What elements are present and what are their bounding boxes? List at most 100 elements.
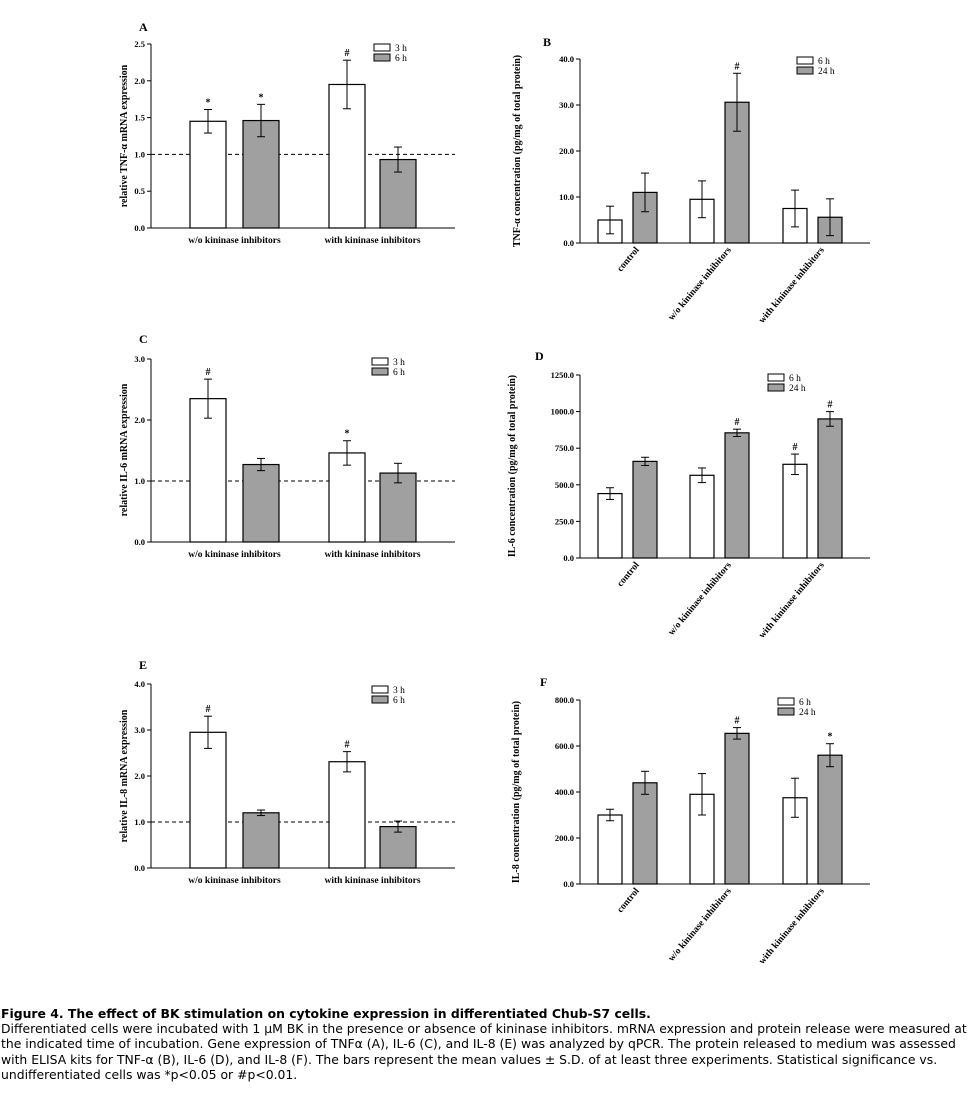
legend-swatch: [796, 56, 814, 65]
legend-label: 24 h: [799, 708, 816, 718]
category-label: w/o kininase inhibitors: [667, 560, 734, 637]
category-label: w/o kininase inhibitors: [667, 886, 734, 963]
category-label: w/o kininase inhibitors: [667, 245, 734, 322]
y-tick-label: 3.0: [134, 354, 145, 364]
panel-letter: F: [540, 675, 547, 689]
bar: [189, 398, 227, 543]
y-tick-label: 2.0: [134, 415, 145, 425]
significance-mark: #: [735, 61, 740, 72]
bar: [597, 814, 623, 885]
legend-swatch: [767, 383, 785, 392]
significance-mark: *: [206, 98, 211, 109]
category-label: with kininase inhibitors: [324, 876, 420, 886]
category-label: with kininase inhibitors: [757, 560, 827, 640]
y-tick-label: 200.0: [555, 833, 574, 843]
y-tick-label: 10.0: [559, 192, 574, 202]
bar: [328, 761, 366, 869]
y-tick-label: 2.0: [134, 76, 145, 86]
y-tick-label: 1000.0: [551, 407, 574, 417]
bar: [817, 754, 843, 885]
category-label: with kininase inhibitors: [324, 550, 420, 560]
y-tick-label: 500.0: [555, 480, 574, 490]
category-label: with kininase inhibitors: [324, 236, 420, 246]
legend-label: 3 h: [393, 358, 405, 368]
legend-swatch: [371, 695, 389, 704]
significance-mark: #: [793, 442, 798, 453]
category-label: control: [616, 560, 642, 589]
significance-mark: #: [735, 716, 740, 727]
figure-caption: Figure 4. The effect of BK stimulation o…: [1, 1006, 973, 1082]
legend-label: 24 h: [818, 67, 835, 77]
panel-letter: E: [139, 658, 147, 672]
category-label: w/o kininase inhibitors: [188, 236, 281, 246]
bar: [632, 782, 658, 885]
significance-mark: *: [828, 732, 833, 743]
chart-panel-f: F IL-8 concentration (pg/mg of total prot…: [511, 675, 870, 967]
bar: [724, 432, 750, 559]
bar: [189, 731, 227, 869]
y-tick-label: 30.0: [559, 100, 574, 110]
y-tick-label: 750.0: [555, 443, 574, 453]
y-tick-label: 800.0: [555, 695, 574, 705]
significance-mark: #: [206, 704, 211, 715]
bar: [597, 492, 623, 559]
y-tick-label: 20.0: [559, 146, 574, 156]
y-tick-label: 0.0: [563, 553, 574, 563]
bar: [379, 472, 417, 543]
bar: [379, 825, 417, 869]
significance-mark: #: [828, 400, 833, 411]
panel-letter: B: [543, 35, 551, 49]
legend-label: 6 h: [395, 54, 407, 64]
y-tick-label: 0.0: [134, 863, 145, 873]
chart-panel-d: D IL-6 concentration (pg/mg of total prot…: [507, 349, 870, 641]
y-axis-label: IL-8 concentration (pg/mg of total prote…: [511, 701, 522, 883]
chart-panel-b: B TNF-α concentration (pg/mg of total pro…: [512, 35, 870, 326]
category-label: with kininase inhibitors: [757, 245, 827, 325]
y-tick-label: 600.0: [555, 741, 574, 751]
legend-swatch: [371, 685, 389, 694]
bar: [242, 463, 280, 543]
panel-letter: D: [535, 349, 544, 363]
y-tick-label: 250.0: [555, 516, 574, 526]
y-tick-label: 1.5: [134, 113, 145, 123]
legend-label: 6 h: [393, 696, 405, 706]
y-tick-label: 0.5: [134, 186, 145, 196]
significance-mark: #: [345, 48, 350, 59]
y-tick-label: 0.0: [563, 238, 574, 248]
y-tick-label: 0.0: [134, 537, 145, 547]
bar: [782, 463, 808, 559]
y-tick-label: 1.0: [134, 817, 145, 827]
bar: [242, 812, 280, 869]
significance-mark: #: [735, 417, 740, 428]
y-axis-label: relative IL-6 mRNA expression: [119, 383, 130, 516]
y-tick-label: 4.0: [134, 679, 145, 689]
legend-swatch: [777, 697, 795, 706]
significance-mark: #: [206, 367, 211, 378]
legend-swatch: [796, 66, 814, 75]
legend-label: 6 h: [393, 368, 405, 378]
bar: [632, 460, 658, 559]
legend-swatch: [371, 367, 389, 376]
y-tick-label: 400.0: [555, 787, 574, 797]
panel-letter: A: [139, 20, 148, 34]
legend-swatch: [777, 707, 795, 716]
bar: [782, 797, 808, 885]
y-axis-label: IL-6 concentration (pg/mg of total prote…: [507, 375, 518, 557]
y-tick-label: 2.5: [134, 39, 145, 49]
significance-mark: *: [259, 92, 264, 103]
y-axis-label: relative TNF-α mRNA expression: [119, 64, 130, 207]
category-label: w/o kininase inhibitors: [188, 876, 281, 886]
caption-body: Differentiated cells were incubated with…: [1, 1021, 967, 1082]
legend-label: 6 h: [789, 374, 801, 384]
bar: [189, 120, 227, 229]
significance-mark: *: [345, 429, 350, 440]
legend-label: 3 h: [393, 686, 405, 696]
category-label: control: [616, 245, 642, 274]
bar: [724, 732, 750, 885]
caption-title: Figure 4. The effect of BK stimulation o…: [1, 1006, 651, 1021]
y-tick-label: 1250.0: [551, 370, 574, 380]
